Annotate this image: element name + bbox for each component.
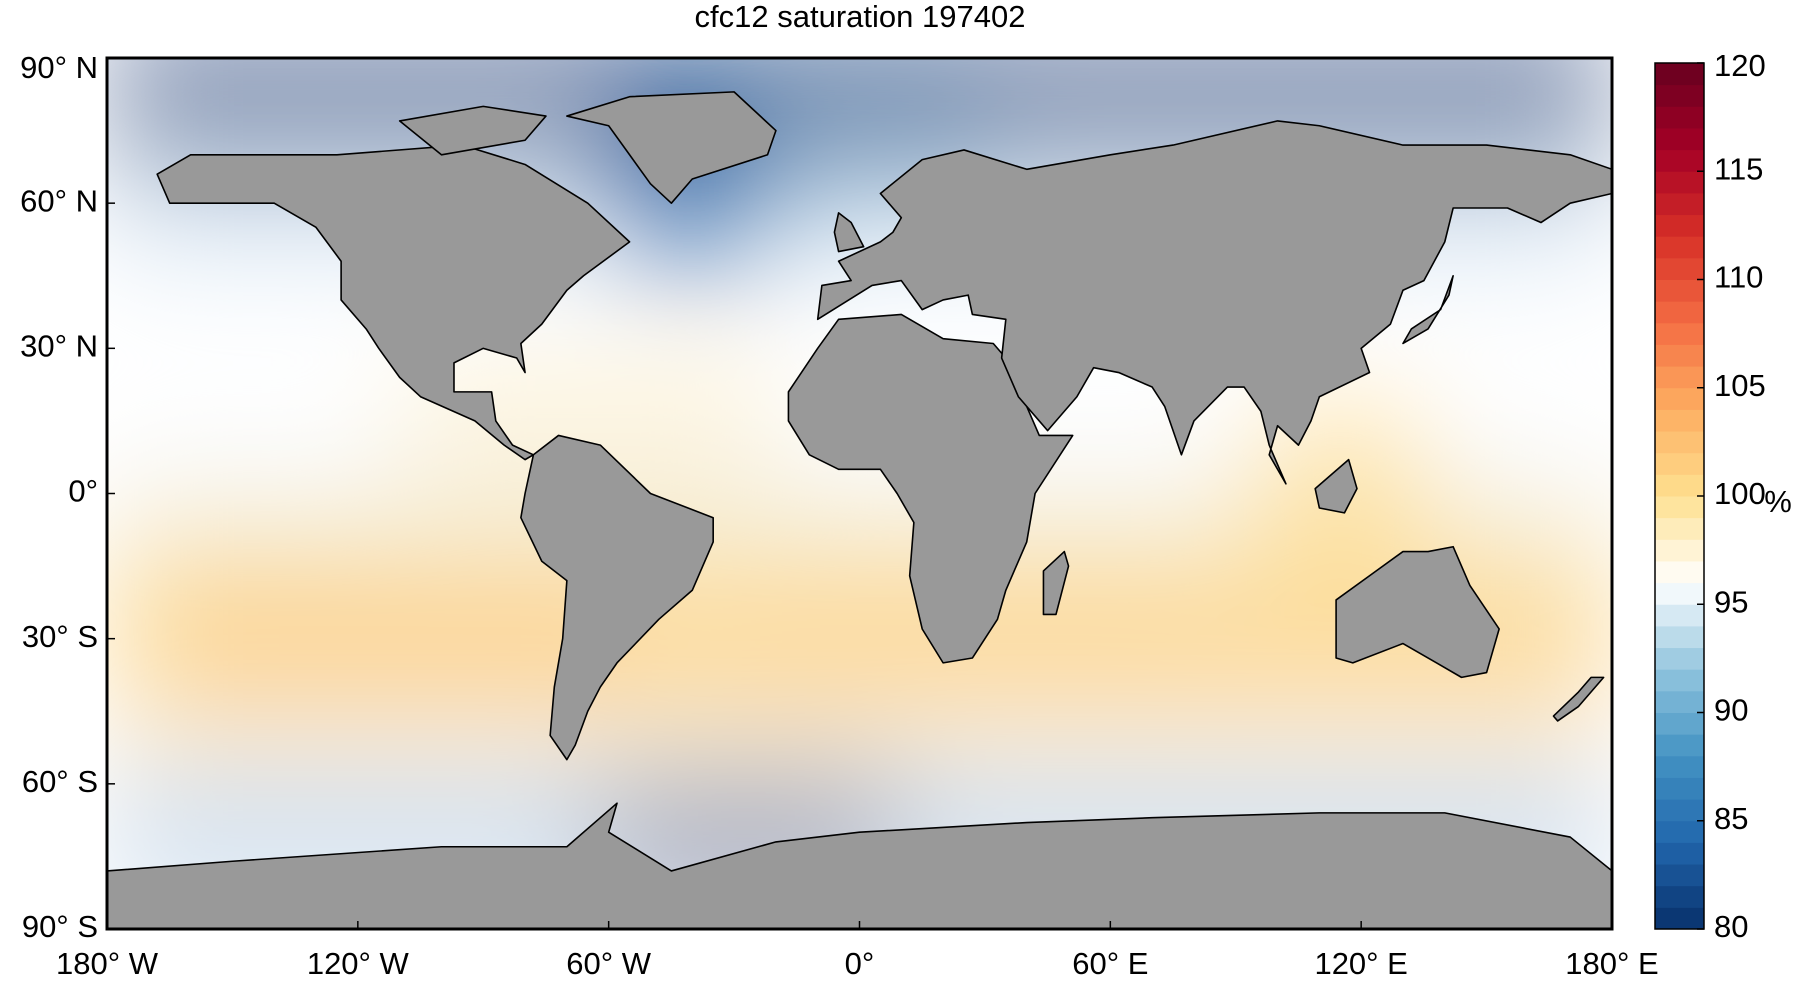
colorbar-band xyxy=(1655,171,1704,194)
colorbar-band xyxy=(1655,820,1704,843)
colorbar-band xyxy=(1655,734,1704,757)
colorbar-band xyxy=(1655,885,1704,908)
colorbar-band xyxy=(1655,755,1704,778)
y-tick-label: 90° S xyxy=(22,909,98,944)
colorbar-band xyxy=(1655,322,1704,345)
colorbar-tick-label: 95 xyxy=(1714,584,1748,619)
ocean-field xyxy=(107,58,1612,929)
colorbar-tick-label: 115 xyxy=(1714,151,1763,186)
colorbar-tick-label: 90 xyxy=(1714,693,1748,728)
colorbar-band xyxy=(1655,192,1704,216)
colorbar-band xyxy=(1655,344,1704,367)
colorbar-band xyxy=(1655,366,1704,389)
x-tick-label: 180° W xyxy=(56,946,159,981)
y-tick-label: 60° N xyxy=(20,183,98,218)
x-tick-label: 120° W xyxy=(307,946,410,981)
colorbar-tick-label: 105 xyxy=(1714,368,1766,403)
colorbar-band xyxy=(1655,257,1704,280)
colorbar-band xyxy=(1655,84,1704,107)
colorbar-band xyxy=(1655,842,1704,865)
colorbar-band xyxy=(1655,712,1704,735)
colorbar-band xyxy=(1655,63,1704,86)
colorbar-band xyxy=(1655,539,1704,562)
colorbar-band xyxy=(1655,236,1704,259)
colorbar-band xyxy=(1655,669,1704,692)
x-tick-label: 0° xyxy=(845,946,875,981)
colorbar-band xyxy=(1655,647,1704,670)
colorbar-band xyxy=(1655,474,1704,497)
colorbar-band xyxy=(1655,777,1704,800)
colorbar-label: % xyxy=(1764,484,1792,519)
colorbar-band xyxy=(1655,452,1704,475)
colorbar-band xyxy=(1655,517,1704,540)
colorbar-band xyxy=(1655,582,1704,605)
colorbar-tick-label: 110 xyxy=(1714,260,1763,295)
colorbar-band xyxy=(1655,799,1704,822)
colorbar-band xyxy=(1655,387,1704,410)
colorbar-tick-label: 85 xyxy=(1714,801,1748,836)
x-tick-label: 120° E xyxy=(1314,946,1407,981)
y-tick-label: 30° S xyxy=(22,619,98,654)
colorbar-band xyxy=(1655,907,1704,930)
map xyxy=(107,58,1612,929)
colorbar-band xyxy=(1655,431,1704,454)
x-tick-label: 60° W xyxy=(566,946,651,981)
colorbar-tick-label: 100 xyxy=(1714,476,1766,511)
colorbar-band xyxy=(1655,625,1704,649)
x-tick-label: 180° E xyxy=(1565,946,1658,981)
colorbar-tick-label: 80 xyxy=(1714,909,1748,944)
colorbar-band xyxy=(1655,496,1704,519)
colorbar-band xyxy=(1655,149,1704,172)
colorbar-band xyxy=(1655,864,1704,887)
colorbar-band xyxy=(1655,214,1704,237)
colorbar-band xyxy=(1655,604,1704,627)
y-tick-label: 90° N xyxy=(20,50,98,85)
colorbar-band xyxy=(1655,301,1704,324)
colorbar-band xyxy=(1655,106,1704,129)
colorbar-tick-label: 120 xyxy=(1714,48,1766,83)
colorbar-band xyxy=(1655,279,1704,302)
y-tick-label: 30° N xyxy=(20,329,98,364)
x-tick-label: 60° E xyxy=(1072,946,1148,981)
y-tick-label: 60° S xyxy=(22,764,98,799)
colorbar-band xyxy=(1655,690,1704,713)
colorbar-band xyxy=(1655,409,1704,432)
colorbar-band xyxy=(1655,560,1704,584)
colorbar-band xyxy=(1655,127,1704,151)
y-tick-label: 0° xyxy=(68,474,98,509)
chart-title: cfc12 saturation 197402 xyxy=(695,0,1026,34)
